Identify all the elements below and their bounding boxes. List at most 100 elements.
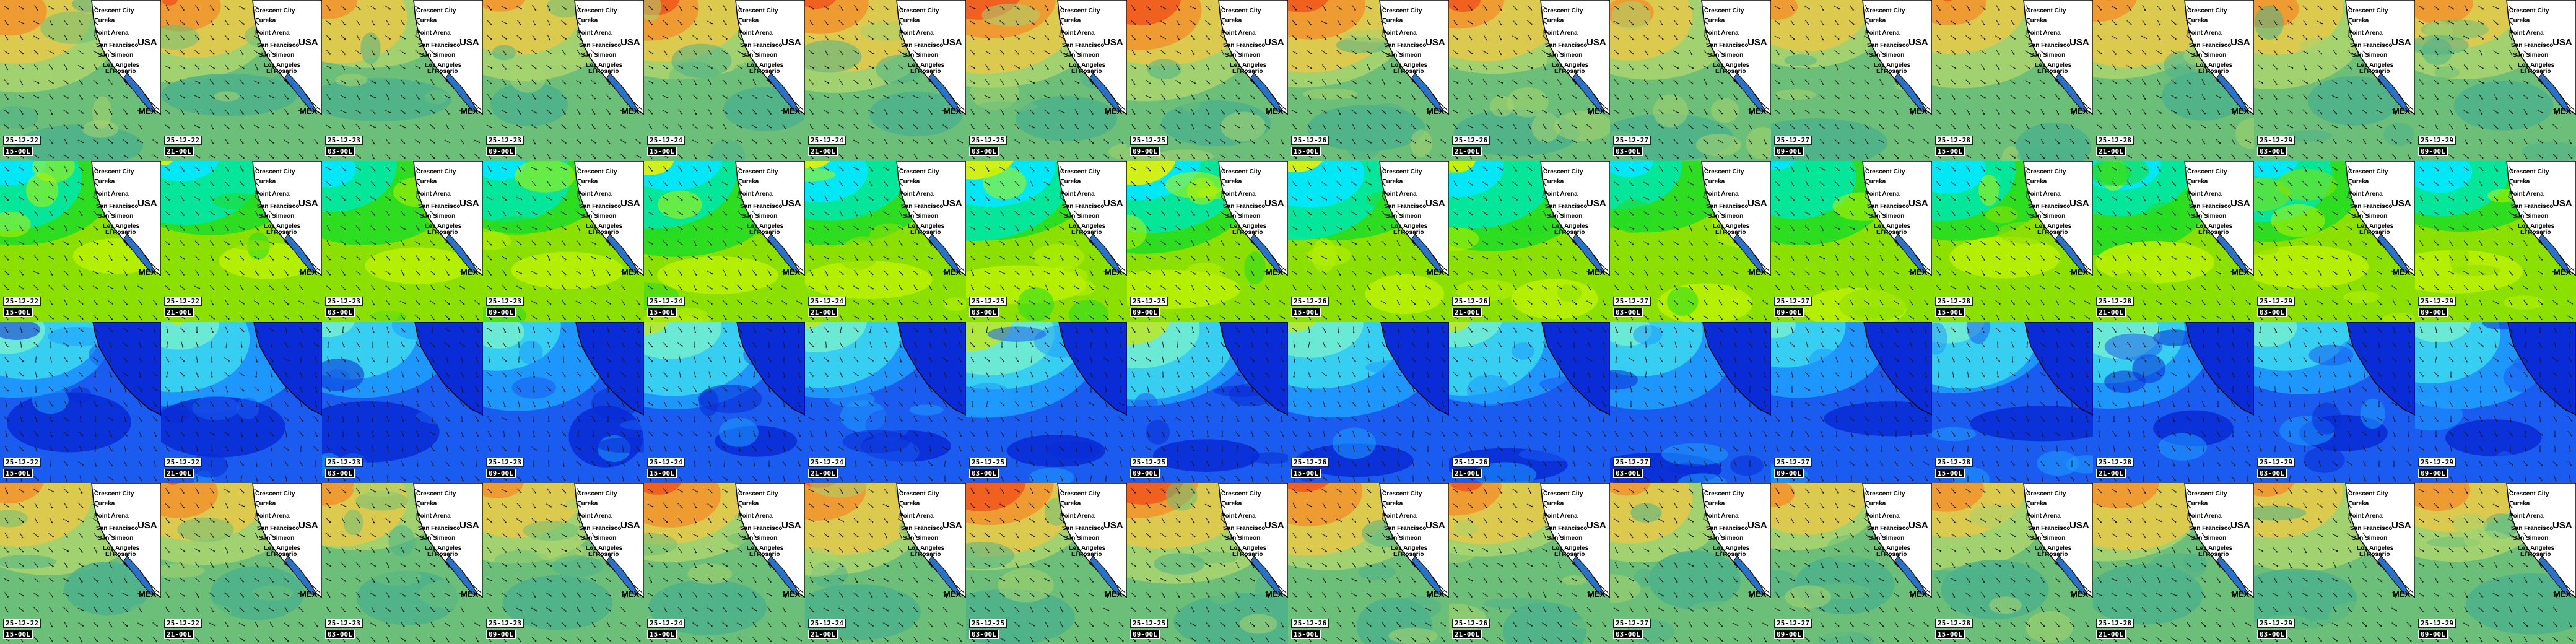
frame-time: 21-00L bbox=[2096, 308, 2126, 317]
wind-speed-frame[interactable]: 25-12-25 03-00L bbox=[966, 322, 1127, 483]
frame-time: 09-00L bbox=[486, 630, 516, 639]
swell-height-frame[interactable]: Crescent City Eureka Point Arena San Franci… bbox=[644, 483, 805, 644]
wave-period-frame[interactable]: Crescent City Eureka Point Arena San Franci… bbox=[1449, 161, 1610, 322]
swell-height-frame[interactable]: Crescent City Eureka Point Arena San Franci… bbox=[322, 483, 483, 644]
wave-height-frame[interactable]: Crescent City Eureka Point Arena San Franci… bbox=[1127, 0, 1288, 161]
country-label: USA bbox=[137, 37, 157, 48]
wave-height-frame[interactable]: Crescent City Eureka Point Arena San Franci… bbox=[1449, 0, 1610, 161]
wave-period-frame[interactable]: Crescent City Eureka Point Arena San Franci… bbox=[1127, 161, 1288, 322]
wind-speed-frame[interactable]: 25-12-29 03-00L bbox=[2254, 322, 2415, 483]
wave-height-frame[interactable]: Crescent City Eureka Point Arena San Franci… bbox=[1932, 0, 2093, 161]
wind-speed-frame[interactable]: 25-12-26 21-00L bbox=[1449, 322, 1610, 483]
swell-height-frame[interactable]: Crescent City Eureka Point Arena San Franci… bbox=[2093, 483, 2254, 644]
wave-height-frame[interactable]: Crescent City Eureka Point Arena San Franci… bbox=[1610, 0, 1771, 161]
city-label: San Francisco bbox=[1706, 525, 1749, 532]
swell-height-frame[interactable]: Crescent City Eureka Point Arena San Franci… bbox=[1932, 483, 2093, 644]
wave-period-frame[interactable]: Crescent City Eureka Point Arena San Franci… bbox=[1932, 161, 2093, 322]
wave-height-frame[interactable]: Crescent City Eureka Point Arena San Franci… bbox=[2254, 0, 2415, 161]
wind-speed-frame[interactable]: 25-12-28 21-00L bbox=[2093, 322, 2254, 483]
wind-speed-frame[interactable]: 25-12-24 15-00L bbox=[644, 322, 805, 483]
timestamp-badge: 25-12-27 03-00L bbox=[1613, 619, 1651, 639]
swell-height-frame[interactable]: Crescent City Eureka Point Arena San Franci… bbox=[483, 483, 644, 644]
swell-height-frame[interactable]: Crescent City Eureka Point Arena San Franci… bbox=[1610, 483, 1771, 644]
wind-speed-frame[interactable]: 25-12-23 09-00L bbox=[483, 322, 644, 483]
wind-speed-frame[interactable]: 25-12-27 03-00L bbox=[1610, 322, 1771, 483]
forecast-map bbox=[1771, 322, 1932, 483]
swell-height-frame[interactable]: Crescent City Eureka Point Arena San Franci… bbox=[161, 483, 322, 644]
wave-height-frame[interactable]: Crescent City Eureka Point Arena San Franci… bbox=[644, 0, 805, 161]
wind-speed-frame[interactable]: 25-12-22 21-00L bbox=[161, 322, 322, 483]
city-label: Crescent City bbox=[1382, 7, 1422, 14]
wave-height-frame[interactable]: Crescent City Eureka Point Arena San Franci… bbox=[1771, 0, 1932, 161]
wind-speed-frame[interactable]: 25-12-25 09-00L bbox=[1127, 322, 1288, 483]
swell-height-frame[interactable]: Crescent City Eureka Point Arena San Franci… bbox=[1127, 483, 1288, 644]
swell-height-frame[interactable]: Crescent City Eureka Point Arena San Franci… bbox=[1771, 483, 1932, 644]
country-label: USA bbox=[137, 520, 157, 531]
swell-height-frame[interactable]: Crescent City Eureka Point Arena San Franci… bbox=[1449, 483, 1610, 644]
city-label: Eureka bbox=[2187, 178, 2208, 185]
wave-period-frame[interactable]: Crescent City Eureka Point Arena San Franci… bbox=[1771, 161, 1932, 322]
wind-speed-frame[interactable]: 25-12-22 15-00L bbox=[0, 322, 161, 483]
coastline bbox=[2184, 161, 2254, 276]
wave-period-frame[interactable]: Crescent City Eureka Point Arena San Franci… bbox=[2254, 161, 2415, 322]
wave-period-frame[interactable]: Crescent City Eureka Point Arena San Franci… bbox=[1288, 161, 1449, 322]
coastline bbox=[1379, 0, 1449, 115]
frame-date: 25-12-29 bbox=[2257, 297, 2295, 306]
city-label: Point Arena bbox=[1382, 513, 1417, 520]
frame-time: 21-00L bbox=[164, 469, 194, 478]
city-label: San Francisco bbox=[96, 42, 139, 49]
wave-period-frame[interactable]: Crescent City Eureka Point Arena San Franci… bbox=[0, 161, 161, 322]
wave-period-frame[interactable]: Crescent City Eureka Point Arena San Franci… bbox=[161, 161, 322, 322]
wave-height-frame[interactable]: Crescent City Eureka Point Arena San Franci… bbox=[0, 0, 161, 161]
swell-height-frame[interactable]: Crescent City Eureka Point Arena San Franci… bbox=[2415, 483, 2576, 644]
city-label: Eureka bbox=[1543, 17, 1564, 24]
city-label: Crescent City bbox=[1382, 168, 1422, 175]
wave-period-frame[interactable]: Crescent City Eureka Point Arena San Franci… bbox=[644, 161, 805, 322]
city-label: Point Arena bbox=[1704, 30, 1739, 37]
wave-period-frame[interactable]: Crescent City Eureka Point Arena San Franci… bbox=[1610, 161, 1771, 322]
wave-period-frame[interactable]: Crescent City Eureka Point Arena San Franci… bbox=[805, 161, 966, 322]
frame-date: 25-12-26 bbox=[1452, 297, 1490, 306]
timestamp-badge: 25-12-22 21-00L bbox=[164, 136, 202, 156]
forecast-map bbox=[161, 322, 322, 483]
wave-height-frame[interactable]: Crescent City Eureka Point Arena San Franci… bbox=[966, 0, 1127, 161]
city-label: Eureka bbox=[255, 178, 276, 185]
wave-period-frame[interactable]: Crescent City Eureka Point Arena San Franci… bbox=[2415, 161, 2576, 322]
city-label: Eureka bbox=[899, 178, 920, 185]
city-label: Eureka bbox=[255, 500, 276, 507]
wind-speed-frame[interactable]: 25-12-24 21-00L bbox=[805, 322, 966, 483]
wind-speed-frame[interactable]: 25-12-27 09-00L bbox=[1771, 322, 1932, 483]
forecast-map bbox=[2415, 322, 2576, 483]
wind-speed-frame[interactable]: 25-12-23 03-00L bbox=[322, 322, 483, 483]
wave-height-frame[interactable]: Crescent City Eureka Point Arena San Franci… bbox=[2093, 0, 2254, 161]
wave-period-frame[interactable]: Crescent City Eureka Point Arena San Franci… bbox=[966, 161, 1127, 322]
swell-height-frame[interactable]: Crescent City Eureka Point Arena San Franci… bbox=[805, 483, 966, 644]
wave-height-frame[interactable]: Crescent City Eureka Point Arena San Franci… bbox=[1288, 0, 1449, 161]
wave-height-frame[interactable]: Crescent City Eureka Point Arena San Franci… bbox=[483, 0, 644, 161]
city-label: San Francisco bbox=[2511, 42, 2554, 49]
frame-date: 25-12-28 bbox=[2096, 458, 2134, 467]
wave-period-frame[interactable]: Crescent City Eureka Point Arena San Franci… bbox=[322, 161, 483, 322]
wave-height-frame[interactable]: Crescent City Eureka Point Arena San Franci… bbox=[322, 0, 483, 161]
frame-date: 25-12-24 bbox=[647, 136, 685, 145]
wave-period-frame[interactable]: Crescent City Eureka Point Arena San Franci… bbox=[2093, 161, 2254, 322]
wave-height-frame[interactable]: Crescent City Eureka Point Arena San Franci… bbox=[161, 0, 322, 161]
forecast-map bbox=[1771, 0, 1932, 161]
swell-height-frame[interactable]: Crescent City Eureka Point Arena San Franci… bbox=[966, 483, 1127, 644]
wave-height-frame[interactable]: Crescent City Eureka Point Arena San Franci… bbox=[805, 0, 966, 161]
city-label: Los Angeles bbox=[2196, 62, 2233, 69]
city-label: San Simeon bbox=[2191, 52, 2227, 59]
region-label: MEX bbox=[1105, 268, 1123, 277]
city-label: Crescent City bbox=[1543, 490, 1583, 497]
city-label: El Rosario bbox=[588, 551, 619, 558]
city-label: San Francisco bbox=[2028, 525, 2071, 532]
swell-height-frame[interactable]: Crescent City Eureka Point Arena San Franci… bbox=[0, 483, 161, 644]
wind-speed-frame[interactable]: 25-12-26 15-00L bbox=[1288, 322, 1449, 483]
wave-height-frame[interactable]: Crescent City Eureka Point Arena San Franci… bbox=[2415, 0, 2576, 161]
swell-height-frame[interactable]: Crescent City Eureka Point Arena San Franci… bbox=[2254, 483, 2415, 644]
wave-period-frame[interactable]: Crescent City Eureka Point Arena San Franci… bbox=[483, 161, 644, 322]
city-label: San Simeon bbox=[1869, 52, 1905, 59]
swell-height-frame[interactable]: Crescent City Eureka Point Arena San Franci… bbox=[1288, 483, 1449, 644]
wind-speed-frame[interactable]: 25-12-29 09-00L bbox=[2415, 322, 2576, 483]
wind-speed-frame[interactable]: 25-12-28 15-00L bbox=[1932, 322, 2093, 483]
